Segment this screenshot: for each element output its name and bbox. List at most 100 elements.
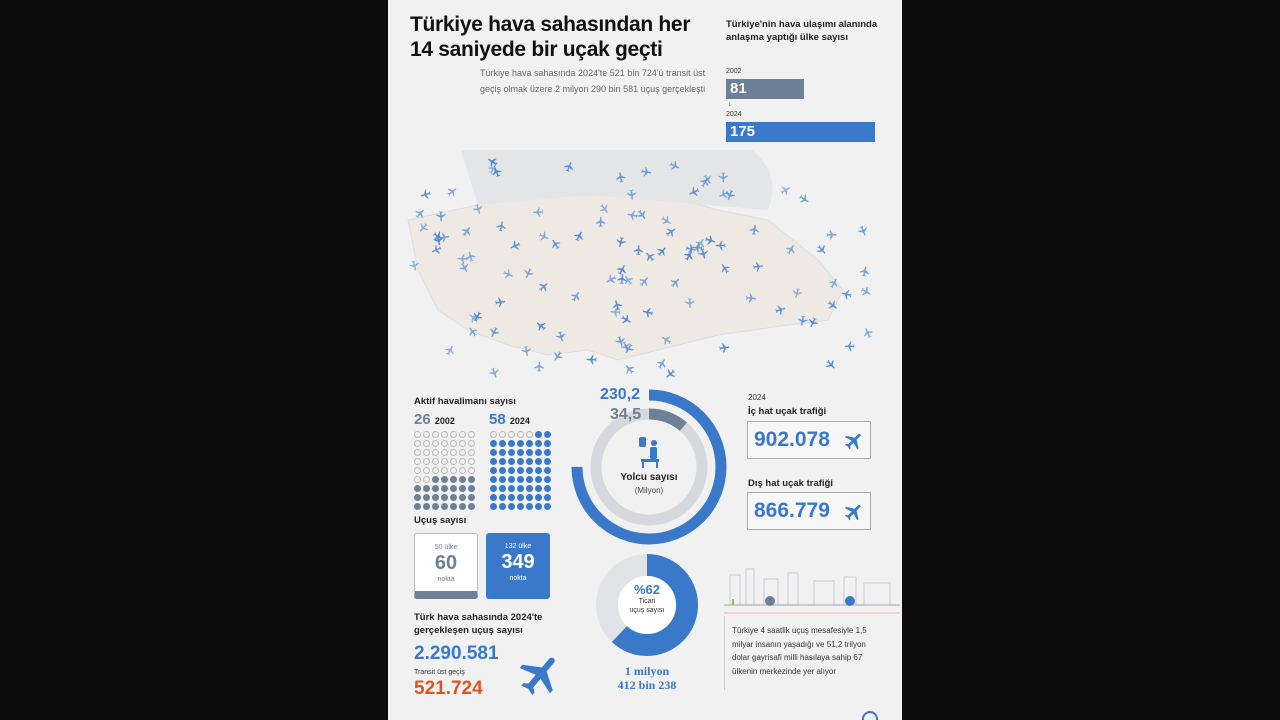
airport-dot bbox=[459, 494, 466, 501]
turkey-map bbox=[407, 150, 873, 378]
agreements-2024-bar: 175 bbox=[726, 122, 875, 142]
plane-marker-icon bbox=[719, 189, 730, 199]
plane-marker-icon bbox=[721, 264, 730, 274]
airports-2024-count: 58 2024 bbox=[489, 411, 530, 428]
plane-marker-icon bbox=[692, 242, 703, 253]
plane-marker-icon bbox=[718, 172, 728, 183]
airport-dot bbox=[508, 476, 515, 483]
plane-marker-icon bbox=[415, 209, 424, 219]
year-2002: 2002 bbox=[726, 68, 742, 75]
airport-dot bbox=[459, 485, 466, 492]
plane-marker-icon bbox=[719, 343, 730, 353]
plane-marker-icon bbox=[419, 222, 429, 232]
intl-label: Dış hat uçak trafiği bbox=[748, 478, 833, 489]
plane-marker-icon bbox=[792, 287, 803, 299]
transit-label: Transit üst geçiş bbox=[414, 669, 465, 676]
plane-marker-icon bbox=[599, 203, 608, 213]
plane-marker-icon bbox=[656, 359, 666, 369]
plane-marker-icon bbox=[698, 248, 708, 259]
plane-marker-icon bbox=[436, 211, 446, 222]
plane-marker-icon bbox=[695, 239, 705, 249]
airport-dot bbox=[468, 449, 475, 456]
plane-marker-icon bbox=[616, 172, 626, 183]
airport-dot bbox=[414, 431, 421, 438]
plane-marker-icon bbox=[621, 314, 631, 324]
plane-marker-icon bbox=[749, 224, 759, 235]
airport-dot bbox=[544, 449, 551, 456]
airport-dot bbox=[490, 503, 497, 510]
airport-dot bbox=[490, 494, 497, 501]
plane-marker-icon bbox=[459, 262, 469, 272]
passengers-ring-bg bbox=[590, 408, 708, 526]
plane-marker-icon bbox=[586, 354, 597, 365]
large-plane-icon bbox=[519, 657, 555, 695]
airport-dot bbox=[414, 440, 421, 447]
plane-marker-icon bbox=[521, 345, 531, 356]
commercial-arc bbox=[596, 554, 698, 656]
airport-dot bbox=[517, 458, 524, 465]
airport-dot bbox=[432, 467, 439, 474]
logo-icon bbox=[862, 711, 878, 720]
airport-dot bbox=[544, 485, 551, 492]
plane-marker-icon bbox=[610, 307, 621, 317]
airport-dot bbox=[414, 467, 421, 474]
plane-marker-icon bbox=[625, 365, 635, 374]
plane-marker-icon bbox=[492, 167, 502, 178]
agreements-label: Türkiye'nin hava ulaşımı alanında anlaşm… bbox=[726, 19, 878, 43]
flights-2002-card: 50 ülke 60 nokta bbox=[414, 533, 478, 599]
commercial-center: %62 Ticari uçuş sayısı bbox=[629, 582, 665, 614]
airport-dot bbox=[526, 485, 533, 492]
airport-dot bbox=[535, 467, 542, 474]
airport-dot bbox=[499, 449, 506, 456]
airport-dot bbox=[535, 449, 542, 456]
airport-dot bbox=[423, 476, 430, 483]
airport-dot bbox=[468, 503, 475, 510]
plane-marker-icon bbox=[554, 351, 563, 361]
airport-dot bbox=[468, 458, 475, 465]
airport-dot bbox=[544, 431, 551, 438]
airport-dot bbox=[544, 458, 551, 465]
airport-dot bbox=[432, 494, 439, 501]
divider bbox=[724, 616, 725, 690]
airport-dot bbox=[432, 431, 439, 438]
plane-marker-icon bbox=[685, 243, 696, 254]
plane-marker-icon bbox=[826, 359, 835, 369]
plane-marker-icon bbox=[844, 341, 855, 351]
plane-marker-icon bbox=[487, 164, 497, 175]
airport-dot bbox=[508, 458, 515, 465]
plane-marker-icon bbox=[642, 307, 654, 318]
seat-passenger-icon bbox=[639, 437, 659, 468]
airport-dot bbox=[526, 503, 533, 510]
passengers-2002-arc bbox=[590, 408, 708, 526]
plane-marker-icon bbox=[799, 194, 809, 203]
year-2024: 2024 bbox=[726, 111, 742, 118]
airports-2024-dots bbox=[490, 431, 551, 510]
domestic-label: İç hat uçak trafiği bbox=[748, 406, 827, 417]
airport-dot bbox=[499, 476, 506, 483]
arrow-down-icon: ↓ bbox=[728, 101, 732, 108]
airport-dot bbox=[535, 494, 542, 501]
airport-dot bbox=[499, 503, 506, 510]
plane-marker-icon bbox=[826, 230, 837, 240]
plane-marker-icon bbox=[715, 240, 726, 251]
airport-dot bbox=[535, 503, 542, 510]
plane-marker-icon bbox=[606, 274, 617, 284]
plane-marker-icon bbox=[775, 305, 786, 315]
passengers-2024-arc bbox=[571, 389, 727, 545]
airport-dot bbox=[423, 440, 430, 447]
airport-dot bbox=[508, 449, 515, 456]
plane-marker-icon bbox=[661, 215, 671, 225]
airport-dot bbox=[423, 503, 430, 510]
airport-dot bbox=[535, 476, 542, 483]
airport-dot bbox=[432, 476, 439, 483]
airport-dot bbox=[526, 494, 533, 501]
airport-dot bbox=[441, 431, 448, 438]
plane-marker-icon bbox=[857, 225, 868, 236]
airport-dot bbox=[517, 467, 524, 474]
airport-dot bbox=[508, 467, 515, 474]
airport-dot bbox=[490, 440, 497, 447]
plane-marker-icon bbox=[670, 278, 680, 288]
airport-dot bbox=[423, 449, 430, 456]
airport-dot bbox=[508, 431, 515, 438]
plane-marker-icon bbox=[633, 245, 644, 256]
